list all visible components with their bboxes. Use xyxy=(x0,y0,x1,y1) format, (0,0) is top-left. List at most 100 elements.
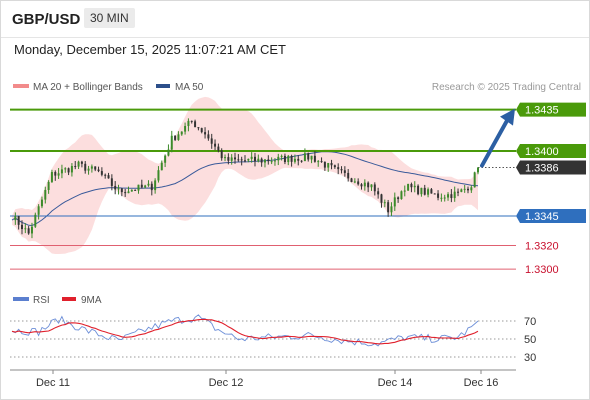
candle-body xyxy=(350,178,353,182)
candle-body xyxy=(17,216,20,225)
ma20-legend-swatch xyxy=(13,84,29,88)
candle-body xyxy=(197,127,200,129)
candle-body xyxy=(453,191,456,199)
level-tag-1.3435 xyxy=(516,102,586,117)
candle-body xyxy=(200,128,203,133)
rsi-legend-swatch xyxy=(13,297,29,301)
candle-body xyxy=(293,158,296,162)
candle-body xyxy=(30,226,33,234)
candle-body xyxy=(420,187,423,195)
candle-body xyxy=(60,169,63,174)
candle-body xyxy=(190,120,193,122)
rsi-tick-50: 50 xyxy=(524,334,536,346)
candle-body xyxy=(300,160,303,162)
candle-body xyxy=(127,191,130,194)
candle-body xyxy=(34,214,37,227)
candle-body xyxy=(333,165,336,168)
chart-header: GBP/USD 30 MIN xyxy=(1,1,589,38)
candle-body xyxy=(463,188,466,190)
level-label-1.3345: 1.3345 xyxy=(525,211,559,223)
candle-body xyxy=(154,180,157,191)
level-lines xyxy=(10,108,516,270)
candle-body xyxy=(417,185,420,195)
ma50-legend-label: MA 50 xyxy=(175,82,204,93)
candle-body xyxy=(323,161,326,168)
candle-body xyxy=(360,184,363,187)
candle-body xyxy=(37,206,40,215)
candle-body xyxy=(253,156,256,162)
candle-body xyxy=(240,159,243,161)
candle-body xyxy=(147,183,150,186)
candle-body xyxy=(97,169,100,172)
candle-body xyxy=(237,159,240,161)
candle-body xyxy=(460,189,463,192)
candle-body xyxy=(137,184,140,191)
level-label-1.3320: 1.3320 xyxy=(525,241,559,253)
candle-body xyxy=(270,161,273,163)
bollinger-band-area xyxy=(12,96,478,255)
level-labels: 1.3435 1.3400 1.3386 1.3345 1.3320 1.3300 xyxy=(516,102,586,276)
candle-body xyxy=(373,184,376,192)
candle-body xyxy=(403,190,406,192)
credit-text: Research © 2025 Trading Central xyxy=(432,82,581,93)
timeframe-button[interactable]: 30 MIN xyxy=(84,8,135,28)
candle-body xyxy=(14,216,17,221)
candle-body xyxy=(184,126,187,132)
candle-body xyxy=(457,191,460,193)
candle-body xyxy=(170,135,173,150)
forecast-arrow xyxy=(480,108,515,168)
candle-body xyxy=(220,150,223,159)
rsi-legend-label: RSI xyxy=(33,295,50,306)
candle-body xyxy=(400,191,403,200)
candle-body xyxy=(217,146,220,151)
forecast-arrow-shaft xyxy=(480,118,509,168)
candle-body xyxy=(427,189,430,195)
candle-body xyxy=(164,155,167,163)
candle-body xyxy=(194,121,197,128)
candle-body xyxy=(423,187,426,195)
candle-body xyxy=(230,157,233,161)
candles xyxy=(14,118,479,239)
candle-body xyxy=(167,149,170,156)
candle-body xyxy=(437,193,440,198)
candle-body xyxy=(120,188,123,193)
candle-body xyxy=(340,169,343,171)
candle-body xyxy=(433,193,436,195)
candle-body xyxy=(187,120,190,127)
candle-body xyxy=(287,155,290,163)
candle-body xyxy=(363,182,366,187)
candle-body xyxy=(67,168,70,173)
x-tick-label: Dec 14 xyxy=(378,377,413,389)
rsi-ma-legend-swatch xyxy=(62,297,76,301)
candle-body xyxy=(110,178,113,186)
candle-body xyxy=(477,167,479,173)
candle-body xyxy=(40,199,43,207)
candle-body xyxy=(380,194,383,203)
candle-body xyxy=(320,161,323,163)
candle-body xyxy=(180,131,183,135)
candle-body xyxy=(247,158,250,161)
candle-body xyxy=(347,172,350,179)
candle-body xyxy=(377,191,380,195)
candle-body xyxy=(410,183,413,188)
rsi-tick-30: 30 xyxy=(524,352,536,364)
candle-body xyxy=(117,188,120,190)
candle-body xyxy=(257,158,260,162)
candle-body xyxy=(450,194,453,199)
candle-body xyxy=(100,171,103,175)
forecast-arrow-head xyxy=(500,108,515,126)
candle-body xyxy=(277,156,280,161)
candle-body xyxy=(467,188,470,191)
candle-body xyxy=(330,163,333,166)
level-tag-1.3386 xyxy=(516,160,586,175)
candle-body xyxy=(303,153,306,162)
symbol-label: GBP/USD xyxy=(12,11,81,28)
candle-body xyxy=(177,134,180,140)
candle-body xyxy=(174,135,177,140)
candle-body xyxy=(337,167,340,170)
candle-body xyxy=(74,166,77,168)
candle-body xyxy=(44,189,47,200)
candle-body xyxy=(54,172,57,176)
candle-body xyxy=(260,158,263,163)
